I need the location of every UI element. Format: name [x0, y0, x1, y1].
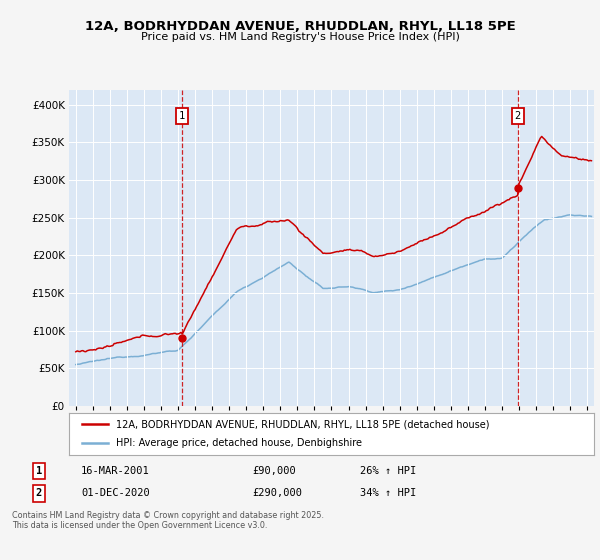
Text: £290,000: £290,000 — [252, 488, 302, 498]
Text: 2: 2 — [36, 488, 42, 498]
Text: 34% ↑ HPI: 34% ↑ HPI — [360, 488, 416, 498]
Text: 16-MAR-2001: 16-MAR-2001 — [81, 466, 150, 476]
Text: 12A, BODRHYDDAN AVENUE, RHUDDLAN, RHYL, LL18 5PE (detached house): 12A, BODRHYDDAN AVENUE, RHUDDLAN, RHYL, … — [116, 419, 490, 429]
Text: 1: 1 — [179, 111, 185, 121]
Text: 12A, BODRHYDDAN AVENUE, RHUDDLAN, RHYL, LL18 5PE: 12A, BODRHYDDAN AVENUE, RHUDDLAN, RHYL, … — [85, 20, 515, 33]
Text: 2: 2 — [515, 111, 521, 121]
Text: Contains HM Land Registry data © Crown copyright and database right 2025.
This d: Contains HM Land Registry data © Crown c… — [12, 511, 324, 530]
Text: 01-DEC-2020: 01-DEC-2020 — [81, 488, 150, 498]
Text: 26% ↑ HPI: 26% ↑ HPI — [360, 466, 416, 476]
Text: 1: 1 — [36, 466, 42, 476]
Text: Price paid vs. HM Land Registry's House Price Index (HPI): Price paid vs. HM Land Registry's House … — [140, 32, 460, 43]
Text: £90,000: £90,000 — [252, 466, 296, 476]
Text: HPI: Average price, detached house, Denbighshire: HPI: Average price, detached house, Denb… — [116, 438, 362, 449]
